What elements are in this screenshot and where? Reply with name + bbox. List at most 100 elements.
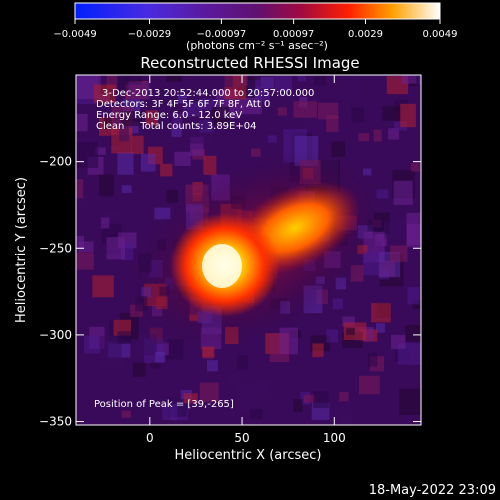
y-tick-label: −350 <box>39 415 72 429</box>
noise-cell <box>76 179 84 199</box>
annotation-detectors: Detectors: 3F 4F 5F 6F 7F 8F, Att 0 <box>96 99 270 110</box>
noise-cell <box>166 189 179 203</box>
colorbar: −0.0049 −0.0029 −0.00097 0.00097 0.0029 0.004… <box>53 2 458 52</box>
noise-cell <box>78 241 94 253</box>
noise-cell <box>174 151 191 167</box>
noise-cell <box>373 129 382 142</box>
noise-cell <box>390 245 408 262</box>
plot-frame <box>75 74 422 426</box>
colorbar-tick-label: 0.0029 <box>348 29 383 40</box>
noise-cell <box>132 362 146 377</box>
noise-cell <box>405 324 421 342</box>
colorbar-unit-label: (photons cm⁻² s⁻¹ asec⁻²) <box>186 39 328 52</box>
noise-cell <box>343 322 367 341</box>
noise-cell <box>400 103 416 128</box>
noise-cell <box>98 174 114 197</box>
noise-cell <box>106 237 126 260</box>
noise-cell <box>92 275 114 298</box>
noise-cell <box>76 113 88 132</box>
noise-cell <box>274 75 293 92</box>
noise-cell <box>407 286 420 305</box>
noise-cell <box>384 221 406 239</box>
noise-cell <box>267 135 277 143</box>
y-axis-label: Heliocentric Y (arcsec) <box>14 177 29 323</box>
noise-cell <box>128 121 139 134</box>
noise-cell <box>410 163 420 172</box>
y-tick-label: −200 <box>39 155 72 169</box>
noise-cell <box>162 403 178 420</box>
noise-cell <box>416 75 421 86</box>
noise-cell <box>106 210 118 220</box>
noise-cell <box>293 398 303 412</box>
y-tick-label: −300 <box>39 328 72 342</box>
noise-cell <box>382 106 402 121</box>
colorbar-tick-label: −0.0029 <box>128 29 171 40</box>
annotation-total-counts: Clean Total counts: 3.89E+04 <box>96 121 256 132</box>
x-tick-label: 0 <box>146 431 154 445</box>
noise-cell <box>238 382 258 411</box>
noise-cell <box>367 352 378 367</box>
noise-cell <box>277 107 287 116</box>
noise-cell <box>304 394 316 403</box>
noise-cell <box>177 93 187 104</box>
noise-cell <box>121 410 131 418</box>
colorbar-gradient <box>74 2 441 20</box>
noise-cell <box>251 148 261 157</box>
noise-cell <box>106 75 118 90</box>
y-tick-label: −250 <box>39 241 72 255</box>
noise-cell <box>279 327 298 355</box>
flare-peak-core <box>202 244 242 288</box>
noise-cell <box>342 316 355 327</box>
plot-area <box>76 75 421 425</box>
noise-cell <box>229 373 240 384</box>
annotation-peak-position: Position of Peak = [39,-265] <box>94 399 234 410</box>
noise-cell <box>171 124 182 137</box>
noise-cell <box>376 323 385 333</box>
noise-cell <box>166 75 182 82</box>
noise-cell <box>247 416 256 425</box>
noise-cell <box>314 75 326 86</box>
noise-cell <box>121 185 132 193</box>
noise-cell <box>120 111 142 127</box>
noise-cell <box>371 303 391 323</box>
noise-cell <box>172 113 183 124</box>
noise-cell <box>183 102 203 117</box>
noise-cell <box>399 388 421 415</box>
noise-cell <box>198 98 216 110</box>
noise-cell <box>123 75 142 85</box>
x-axis-ticks: 0 50 100 <box>146 75 346 445</box>
noise-cell <box>334 404 353 425</box>
noise-cell <box>154 207 171 220</box>
noise-cell <box>293 101 317 118</box>
noise-cell <box>312 343 324 358</box>
noise-cell <box>236 355 248 370</box>
footer-timestamp: 18-May-2022 23:09 <box>369 483 496 498</box>
annotation-time-range: 3-Dec-2013 20:52:44.000 to 20:57:00.000 <box>102 88 314 99</box>
noise-cell <box>388 128 400 140</box>
colorbar-tick-label: 0.0049 <box>423 29 458 40</box>
noise-cell <box>117 151 134 175</box>
noise-cell <box>101 217 110 229</box>
noise-cell <box>140 153 156 172</box>
noise-cell <box>93 84 116 103</box>
colorbar-tick-label: 0.00097 <box>273 29 314 40</box>
noise-cell <box>98 336 122 368</box>
noise-cell <box>95 147 106 155</box>
noise-cell <box>297 75 306 82</box>
noise-cell <box>250 409 263 420</box>
noise-cell <box>84 335 100 354</box>
noise-cell <box>160 163 173 177</box>
noise-cell <box>183 393 198 404</box>
noise-cell <box>104 117 113 130</box>
x-axis-label: Heliocentric X (arcsec) <box>175 448 322 463</box>
x-tick-label: 50 <box>234 431 249 445</box>
noise-cell <box>313 391 329 409</box>
chart-title: Reconstructed RHESSI Image <box>140 54 359 72</box>
noise-cell <box>391 334 406 350</box>
noise-cell <box>339 392 349 402</box>
noise-cell <box>326 329 338 343</box>
noise-cell <box>332 298 343 310</box>
noise-cell <box>358 133 370 142</box>
noise-cell <box>412 300 421 310</box>
